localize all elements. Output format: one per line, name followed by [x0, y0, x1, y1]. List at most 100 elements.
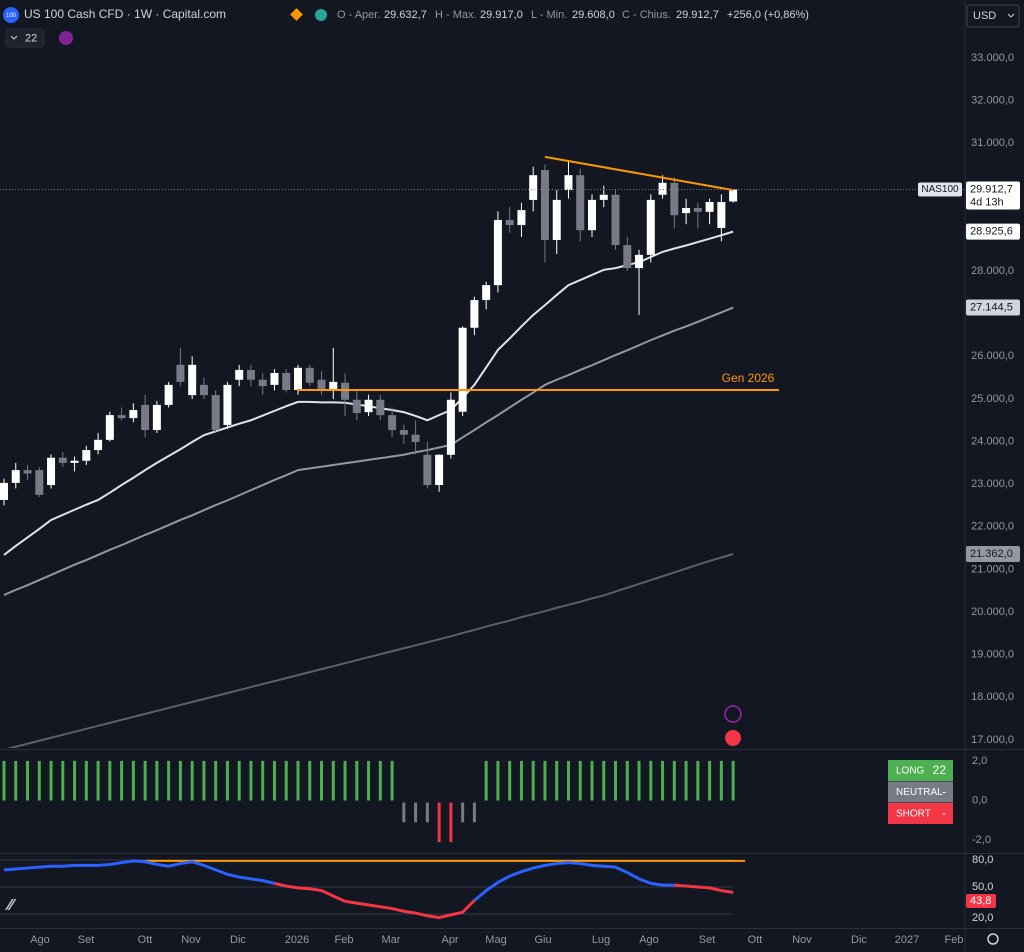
candle-body [682, 207, 691, 214]
candle-body [235, 369, 244, 380]
candle-body [11, 470, 20, 483]
candle-body [552, 199, 561, 240]
candle-body [246, 369, 255, 380]
candle-body [223, 384, 232, 425]
symbol-icon [3, 7, 19, 23]
price-tag [966, 223, 1020, 240]
price-tick-label: 22.000,0 [971, 521, 1014, 533]
signal-tick-label: 0,0 [972, 794, 987, 806]
signal-bar [167, 760, 171, 801]
event-icon[interactable] [725, 730, 741, 746]
signal-bar [49, 760, 53, 801]
candle-body [564, 175, 573, 191]
candle-body [529, 175, 538, 200]
logo: ⁄⁄ [5, 897, 17, 914]
price-tag-text: 29.912,7 [970, 183, 1013, 195]
candle-body [646, 199, 655, 255]
time-label: Feb [335, 934, 354, 946]
data-status [315, 9, 327, 21]
signal-bar [684, 760, 688, 801]
time-label: Set [699, 934, 716, 946]
sync-icon[interactable] [59, 31, 73, 45]
candle-body [35, 470, 44, 495]
candle-body [729, 189, 738, 202]
osc-value-tag [966, 893, 996, 908]
candle-body [0, 482, 8, 500]
signal-bar [437, 802, 441, 843]
ohlc-label: C - Chius. [622, 9, 671, 21]
signal-bar [590, 760, 594, 801]
event-icon[interactable] [724, 705, 742, 723]
candle-body [388, 415, 397, 431]
candle-body [364, 399, 373, 413]
countdown: 4d 13h [970, 196, 1004, 208]
candle-body [611, 194, 620, 246]
candle-body [294, 367, 302, 390]
time-label: Nov [792, 934, 812, 946]
signal-bar [26, 760, 30, 801]
candle-body [317, 379, 326, 390]
symbol-title[interactable]: US 100 Cash CFD · 1W · Capital.com [24, 7, 226, 21]
signal-bar [508, 760, 512, 801]
signal-bar [449, 802, 453, 843]
symbol-tag [918, 182, 962, 197]
price-tick-label: 31.000,0 [971, 137, 1014, 149]
osc-tick-label: 50,0 [972, 881, 993, 893]
signal-bar [14, 760, 18, 801]
signal-bar [343, 760, 347, 801]
signal-bar [390, 760, 394, 801]
time-label: Giu [534, 934, 551, 946]
candle-body [117, 415, 126, 419]
candle-body [423, 454, 432, 486]
time-label: Ago [30, 934, 50, 946]
time-label: 2027 [895, 934, 919, 946]
candle-body [211, 395, 220, 431]
candle-body [188, 364, 197, 396]
indicators-toggle[interactable] [5, 28, 45, 48]
signal-bar [461, 802, 465, 823]
candle-body [105, 415, 114, 440]
currency-select[interactable] [966, 4, 1020, 28]
candle-body [329, 381, 338, 390]
signal-bar [602, 760, 606, 801]
candle-body [352, 399, 361, 413]
signal-bar [578, 760, 582, 801]
candle-body [670, 182, 679, 216]
currency: USD [973, 10, 996, 22]
price-change: +256,0 (+0,86%) [727, 9, 809, 21]
signal-bar [237, 760, 241, 801]
signal-bar [272, 760, 276, 801]
candle-body [446, 399, 455, 455]
signal-row [888, 803, 953, 824]
signal-bar [214, 760, 218, 801]
signal-bar [425, 802, 429, 823]
time-label: Lug [592, 934, 610, 946]
signal-tick-label: -2,0 [972, 834, 991, 846]
candle-body [658, 182, 667, 195]
price-tick-label: 26.000,0 [971, 350, 1014, 362]
settings-icon[interactable] [987, 933, 999, 945]
signal-bar [531, 760, 535, 801]
oscillator-line [274, 881, 476, 920]
price-tag [966, 545, 1020, 562]
candle-body [199, 384, 208, 396]
indicator-count: 22 [25, 32, 37, 44]
time-label: Ago [639, 934, 659, 946]
ohlc-value: 29.632,7 [384, 9, 427, 21]
ohlc-label: H - Max. [435, 9, 477, 21]
trendline [544, 155, 734, 192]
signal-bar [649, 760, 653, 801]
signal-bar [367, 760, 371, 801]
candle-body [576, 175, 585, 231]
moving-average [6, 553, 734, 748]
price-tick-label: 32.000,0 [971, 94, 1014, 106]
chevron [1007, 13, 1015, 18]
signal-bar [672, 760, 676, 801]
signal-bar [555, 760, 559, 801]
candle-body [282, 372, 291, 390]
oscillator-line [473, 861, 675, 902]
candle-body [588, 199, 596, 231]
signal-bar [320, 760, 324, 801]
signal-bar [96, 760, 100, 801]
